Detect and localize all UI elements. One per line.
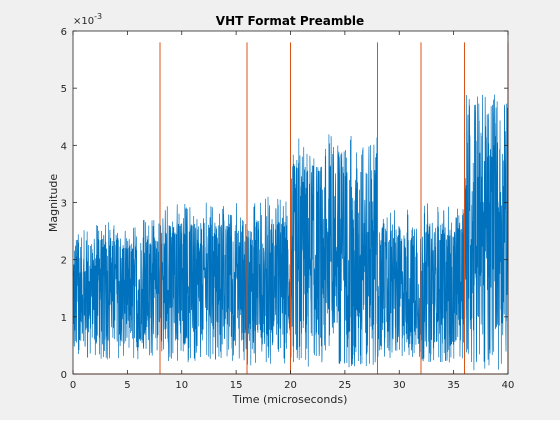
y-exponent-base: ×10	[73, 16, 94, 27]
y-tick-label: 1	[61, 313, 67, 324]
x-tick-label: 25	[339, 380, 352, 391]
y-tick-label: 0	[61, 370, 67, 381]
x-tick-label: 35	[447, 380, 460, 391]
x-tick-label: 5	[124, 380, 130, 391]
chart-title: VHT Format Preamble	[216, 14, 364, 28]
y-tick-label: 2	[61, 256, 67, 267]
y-tick-label: 6	[61, 27, 67, 38]
y-tick-label: 5	[61, 84, 67, 95]
y-exponent-power: -3	[94, 12, 102, 21]
x-tick-label: 20	[284, 380, 297, 391]
axis-ticks: 0 5 10 15 20 25 30 35 40 0 1 2 3 4 5 6	[61, 27, 515, 391]
x-tick-label: 10	[175, 380, 188, 391]
x-tick-label: 0	[70, 380, 76, 391]
x-tick-label: 30	[393, 380, 406, 391]
y-tick-label: 3	[61, 199, 67, 210]
x-tick-label: 15	[230, 380, 243, 391]
y-tick-label: 4	[61, 141, 67, 152]
x-axis-label: Time (microseconds)	[232, 393, 348, 406]
x-tick-label: 40	[502, 380, 515, 391]
y-axis-label: Magnitude	[47, 174, 60, 233]
y-exponent-label: ×10-3	[73, 12, 102, 27]
